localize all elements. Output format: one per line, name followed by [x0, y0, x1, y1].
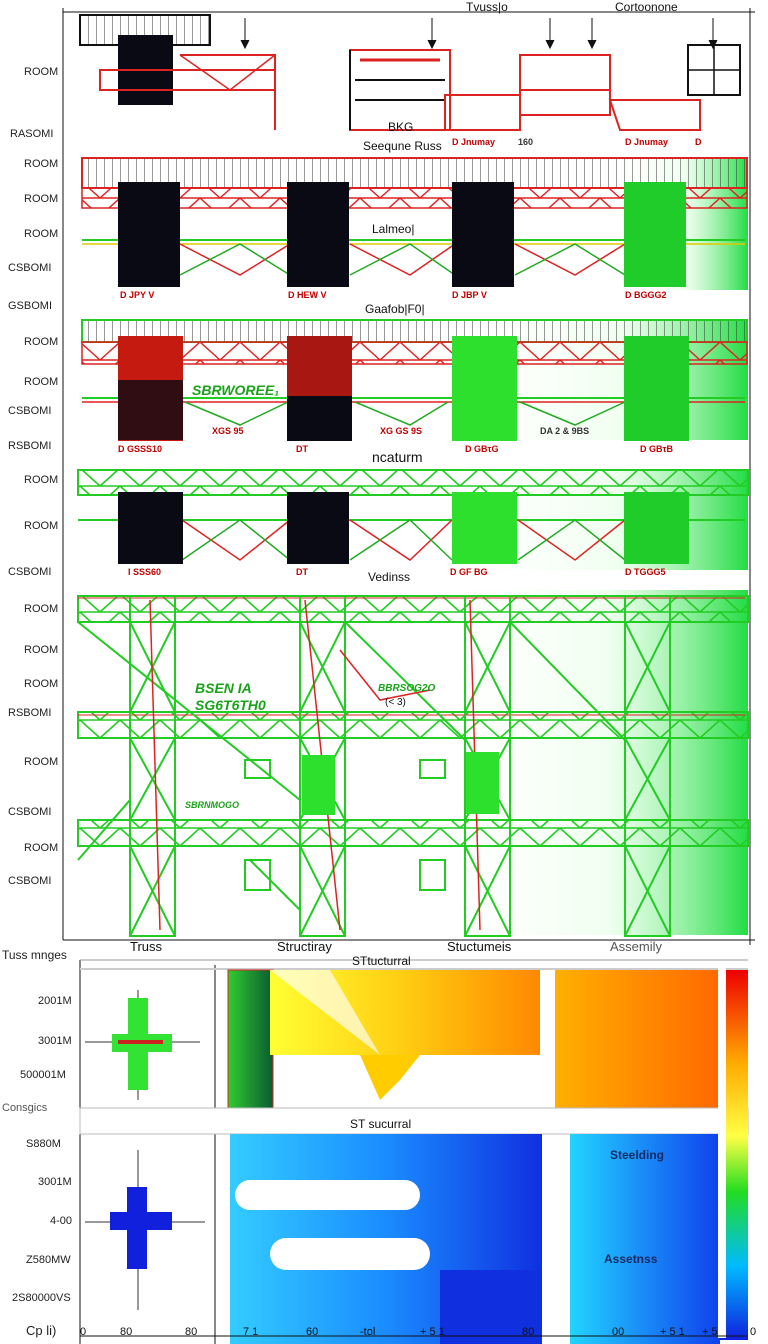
x-axis-label: Cp li)	[26, 1323, 57, 1338]
row-label: ROOM	[24, 66, 59, 78]
s1-tag: D Jnumay	[625, 137, 669, 147]
row-label: RSBOMI	[8, 440, 52, 452]
s5-green-label: BBRSOG2O	[378, 683, 436, 694]
s2-tag: D JBP V	[452, 290, 487, 300]
row-label: ROOM	[24, 520, 59, 532]
header-components: Cortoonone	[615, 0, 678, 14]
s3-green-label: SBRWOREE₁	[192, 382, 280, 398]
s3-tag: XGS 95	[212, 426, 244, 436]
section3-title: Gaafob|F0|	[365, 302, 425, 316]
bottom-row-label: S880M	[26, 1138, 61, 1150]
bottom-col-header: Stuctumeis	[447, 939, 512, 954]
row-label: ROOM	[24, 474, 59, 486]
section5-title: Vedinss	[368, 570, 411, 584]
s5-green-label: SBRNMOGO	[185, 800, 239, 810]
bottom-left-label: Tuss mnges	[2, 948, 67, 962]
bottom-row-label: 4-00	[50, 1215, 73, 1227]
blue-label-bottom: Assetnss	[604, 1252, 658, 1266]
row-label: CSBOMI	[8, 262, 52, 274]
bottom-row-label: Z580MW	[26, 1254, 71, 1266]
x-tick: 80	[522, 1326, 535, 1338]
row-label: ROOM	[24, 603, 59, 615]
row-label: ROOM	[24, 158, 59, 170]
x-tick: 0	[80, 1326, 87, 1338]
bottom-col-header: Assemily	[610, 939, 663, 954]
s4-tag: D GF BG	[450, 567, 488, 577]
row-label: RSBOMI	[8, 707, 52, 719]
x-tick: 80	[120, 1326, 133, 1338]
row-label: ROOM	[24, 228, 59, 240]
s3-tag: DT	[296, 444, 308, 454]
bottom-col-header: Structiray	[277, 939, 332, 954]
s5-green-label: BSEN IA	[195, 680, 252, 696]
s2-tag: D BGGG2	[625, 290, 667, 300]
x-tick: + 5 1	[660, 1326, 685, 1338]
s4-tag: D TGGG5	[625, 567, 666, 577]
x-tick: 0	[750, 1326, 757, 1338]
row-label: ROOM	[24, 376, 59, 388]
bottom-row-label: 500001M	[20, 1069, 66, 1081]
s1-tag: 160	[518, 137, 534, 147]
s3-tag: D GBτB	[640, 444, 674, 454]
x-tick: 60	[306, 1326, 319, 1338]
x-tick: -tol	[360, 1326, 376, 1338]
s5-green-label: SG6T6TH0	[195, 697, 266, 713]
s2-tag: D HEW V	[288, 290, 327, 300]
row-label: ROOM	[24, 644, 59, 656]
s2-tag: D JPY V	[120, 290, 155, 300]
row-label: RASOMI	[10, 128, 54, 140]
row-label: GSBOMI	[8, 300, 53, 312]
s3-tag: DA 2 & 9BS	[540, 426, 590, 436]
row-label: ROOM	[24, 678, 59, 690]
panel1-title: STtucturral	[352, 954, 411, 968]
s1-tag: D	[695, 137, 702, 147]
row-label: ROOM	[24, 756, 59, 768]
x-tick: 00	[612, 1326, 625, 1338]
bottom-row-label: 2S80000VS	[12, 1292, 71, 1304]
section1-bkg: BKG	[388, 120, 414, 134]
s1-tag: D Jnumay	[452, 137, 496, 147]
bottom-col-header: Truss	[130, 939, 163, 954]
consgics-label: Consgics	[2, 1102, 48, 1114]
row-label: CSBOMI	[8, 875, 52, 887]
s4-tag: DT	[296, 567, 308, 577]
header-trusses: Tvuss|o	[466, 0, 508, 14]
row-label: CSBOMI	[8, 405, 52, 417]
row-label: CSBOMI	[8, 566, 52, 578]
section2-title: Lalmeo|	[372, 222, 415, 236]
bottom-row-label: 2001M	[38, 995, 72, 1007]
s3-tag: XG GS 9S	[380, 426, 423, 436]
s5-annotation: (< 3)	[385, 697, 406, 708]
s4-tag: I SSS60	[128, 567, 162, 577]
x-tick: 80	[185, 1326, 198, 1338]
bottom-row-label: 3001M	[38, 1035, 72, 1047]
section4-title: ncaturm	[372, 449, 423, 465]
bottom-row-label: 3001M	[38, 1176, 72, 1188]
x-tick: 7 1	[243, 1326, 259, 1338]
row-label: ROOM	[24, 336, 59, 348]
x-tick: + 5	[702, 1326, 718, 1338]
blue-label-top: Steelding	[610, 1148, 665, 1162]
x-tick: + 5 1	[420, 1326, 445, 1338]
s3-tag: D GSSS10	[118, 444, 163, 454]
row-label: ROOM	[24, 842, 59, 854]
row-label: ROOM	[24, 193, 59, 205]
section1-title: Seequne Russ	[363, 139, 442, 153]
row-label: CSBOMI	[8, 806, 52, 818]
s3-tag: D GBτG	[465, 444, 499, 454]
panel2-title: ST sucurral	[350, 1117, 412, 1131]
